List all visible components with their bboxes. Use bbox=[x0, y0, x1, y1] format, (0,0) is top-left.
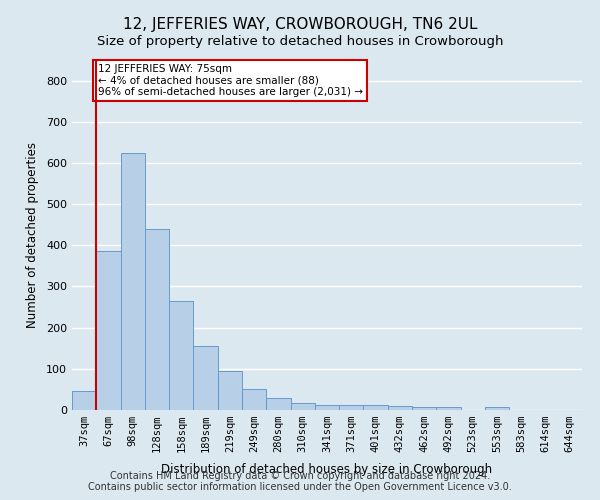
Bar bbox=[193, 346, 218, 410]
Text: Contains HM Land Registry data © Crown copyright and database right 2024.
Contai: Contains HM Land Registry data © Crown c… bbox=[88, 471, 512, 492]
X-axis label: Distribution of detached houses by size in Crowborough: Distribution of detached houses by size … bbox=[161, 464, 493, 476]
Bar bbox=[242, 388, 266, 410]
Bar bbox=[485, 406, 509, 410]
Bar bbox=[436, 406, 461, 410]
Bar bbox=[266, 398, 290, 410]
Bar bbox=[145, 229, 169, 410]
Y-axis label: Number of detached properties: Number of detached properties bbox=[26, 142, 39, 328]
Bar bbox=[388, 406, 412, 410]
Text: Size of property relative to detached houses in Crowborough: Size of property relative to detached ho… bbox=[97, 35, 503, 48]
Bar bbox=[96, 252, 121, 410]
Bar bbox=[315, 405, 339, 410]
Bar bbox=[412, 406, 436, 410]
Bar bbox=[169, 301, 193, 410]
Bar bbox=[364, 405, 388, 410]
Bar bbox=[218, 371, 242, 410]
Bar bbox=[339, 405, 364, 410]
Text: 12, JEFFERIES WAY, CROWBOROUGH, TN6 2UL: 12, JEFFERIES WAY, CROWBOROUGH, TN6 2UL bbox=[123, 18, 477, 32]
Bar bbox=[72, 392, 96, 410]
Bar bbox=[121, 152, 145, 410]
Text: 12 JEFFERIES WAY: 75sqm
← 4% of detached houses are smaller (88)
96% of semi-det: 12 JEFFERIES WAY: 75sqm ← 4% of detached… bbox=[97, 64, 362, 98]
Bar bbox=[290, 403, 315, 410]
